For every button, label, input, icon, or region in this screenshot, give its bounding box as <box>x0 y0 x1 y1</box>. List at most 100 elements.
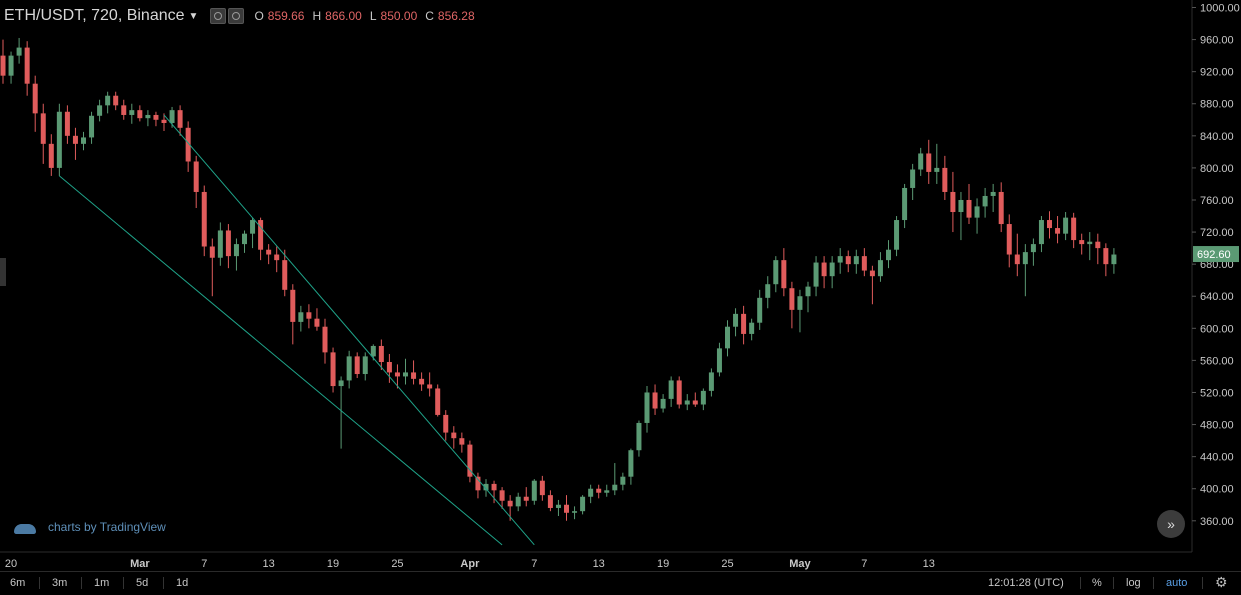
candle-body <box>177 110 183 128</box>
candle-body <box>934 167 940 172</box>
candle-body <box>942 167 948 192</box>
candle-body <box>427 384 433 389</box>
candle-body <box>1095 241 1101 249</box>
candle-body <box>733 313 739 327</box>
time-axis: 20 Mar 7 13 19 25 Apr 7 13 19 25 May 7 13 <box>5 558 935 570</box>
price-tick-label: 520.00 <box>1200 387 1234 399</box>
price-tick-label: 600.00 <box>1200 323 1234 335</box>
candle-body <box>886 249 891 261</box>
time-tick-label: 7 <box>531 558 537 570</box>
close-value: 856.28 <box>437 9 475 23</box>
toolbar-divider <box>123 577 124 589</box>
candle-body <box>346 356 352 381</box>
percent-toggle[interactable]: % <box>1092 577 1102 589</box>
price-tick-label: 920.00 <box>1200 67 1234 79</box>
timeframe-3m[interactable]: 3m <box>52 577 68 589</box>
scroll-to-realtime-button[interactable]: » <box>1157 510 1185 538</box>
time-tick-label: Mar <box>130 558 150 570</box>
time-tick-label: 7 <box>861 558 867 570</box>
candle-body <box>209 246 215 258</box>
time-tick-label: 19 <box>657 558 669 570</box>
candle-body <box>467 444 473 477</box>
candle-body <box>306 312 312 319</box>
chevron-down-icon[interactable]: ▼ <box>188 10 199 22</box>
candle-body <box>137 110 143 119</box>
candle-body <box>1047 220 1052 229</box>
price-tick-label: 560.00 <box>1200 355 1234 367</box>
candle-body <box>507 500 513 507</box>
candle-body <box>266 249 272 255</box>
candle-body <box>974 206 980 218</box>
tradingview-brand[interactable]: charts by TradingView <box>14 520 166 534</box>
price-tick-label: 360.00 <box>1200 516 1234 528</box>
price-tick-label: 680.00 <box>1200 259 1234 271</box>
candle-body <box>129 110 135 115</box>
candle-body <box>596 488 602 493</box>
candle-body <box>201 191 207 247</box>
price-tick-label: 440.00 <box>1200 452 1234 464</box>
candle-body <box>1055 228 1061 234</box>
utc-clock[interactable]: 12:01:28 (UTC) <box>988 577 1064 589</box>
candle-body <box>113 95 119 106</box>
candle-body <box>990 191 996 196</box>
candle-body <box>153 114 159 120</box>
candle-body <box>837 256 843 263</box>
timeframe-1d[interactable]: 1d <box>176 577 189 589</box>
price-tick-label: 1000.00 <box>1200 3 1240 15</box>
candle-body <box>1030 244 1036 253</box>
candle-body <box>169 110 175 123</box>
candle-body <box>604 490 610 493</box>
trendline <box>163 114 535 546</box>
time-tick-label: 13 <box>923 558 935 570</box>
candle-body <box>338 380 344 387</box>
toolbar-divider <box>1202 577 1203 589</box>
time-tick-label: 13 <box>593 558 605 570</box>
candle-body <box>958 199 964 213</box>
candle-body <box>322 326 328 353</box>
log-toggle[interactable]: log <box>1126 577 1141 589</box>
price-tick-label: 880.00 <box>1200 99 1234 111</box>
last-price-value: 692.60 <box>1197 249 1231 261</box>
candle-body <box>789 288 795 310</box>
timeframe-6m[interactable]: 6m <box>10 577 26 589</box>
candle-body <box>765 284 771 298</box>
timeframe-1m[interactable]: 1m <box>94 577 110 589</box>
candle-body <box>1063 217 1069 234</box>
candle-body <box>861 256 867 271</box>
candle-body <box>48 143 54 168</box>
candle-body <box>757 297 763 323</box>
time-tick-label: 25 <box>721 558 733 570</box>
candle-body <box>378 345 384 362</box>
gear-icon[interactable]: ⚙ <box>1215 574 1228 590</box>
candle-body <box>1087 241 1093 245</box>
candle-body <box>1103 248 1109 265</box>
candle-body <box>24 47 30 84</box>
settings-icon[interactable] <box>228 8 245 24</box>
candle-body <box>902 187 908 221</box>
candle-body <box>475 476 481 491</box>
candle-body <box>555 504 561 508</box>
candle-body <box>564 504 569 513</box>
brand-text: charts by TradingView <box>48 520 166 534</box>
candle-body <box>394 372 400 377</box>
price-tick-label: 840.00 <box>1200 131 1234 143</box>
candle-body <box>121 105 127 115</box>
candle-body <box>684 400 690 405</box>
candle-body <box>1038 220 1044 245</box>
candle-body <box>572 511 578 513</box>
candle-body <box>708 372 714 391</box>
candle-body <box>105 95 111 106</box>
left-panel-toggle[interactable] <box>0 258 6 286</box>
price-tick-label: 800.00 <box>1200 163 1234 175</box>
symbol-title[interactable]: ETH/USDT, 720, Binance <box>4 7 185 24</box>
candle-body <box>547 495 553 508</box>
candle-body <box>314 318 320 327</box>
candle-body <box>797 296 803 310</box>
timeframe-5d[interactable]: 5d <box>136 577 149 589</box>
auto-scale-toggle[interactable]: auto <box>1166 577 1188 589</box>
symbol-header: ETH/USDT, 720, Binance ▼ O 859.66 H 866.00… <box>4 5 475 27</box>
last-price-tag: 692.60 <box>1193 246 1239 263</box>
time-tick-label: 7 <box>201 558 207 570</box>
hide-icon[interactable] <box>210 8 227 24</box>
